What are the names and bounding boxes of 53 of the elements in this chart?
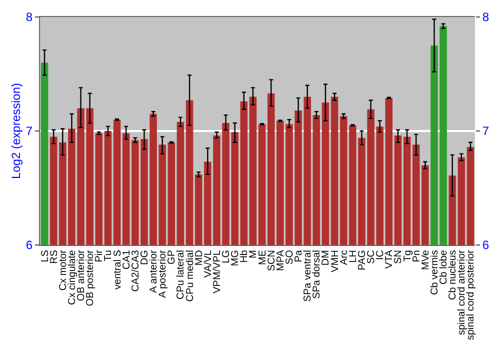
x-tick-label: VA/VL: [202, 250, 214, 278]
x-tick-label: Cx cingulate: [66, 250, 78, 306]
x-tick-label: M: [248, 250, 260, 258]
x-tick-label: DG: [139, 250, 150, 265]
x-tick-label: MVe: [420, 250, 432, 270]
x-tick-label: CPu medial: [184, 250, 196, 302]
x-tick-label: Tg: [402, 250, 414, 262]
x-tick-label: SPa dorsal: [312, 250, 323, 299]
x-tick-label: A anterior: [148, 249, 160, 293]
x-tick-label: Hb: [239, 250, 250, 263]
x-tick-label: SC: [366, 250, 378, 264]
x-tick-label: LG: [221, 250, 232, 264]
x-tick-label: MPA: [275, 250, 286, 271]
x-tick-label: LH: [348, 250, 359, 263]
x-tick-label: Pa: [294, 250, 305, 262]
x-tick-label: spinal cord anterior: [456, 249, 468, 336]
x-tick-label: spinal cord posterior: [466, 249, 477, 340]
x-tick-label: Pir: [94, 249, 106, 262]
x-tick-label: LS: [40, 250, 51, 262]
x-tick-label: DM: [320, 250, 332, 266]
x-tick-label: CA1: [121, 250, 132, 270]
y-axis-title: Log2 (expression): [9, 82, 24, 180]
y2-tick-label: 8: [482, 10, 490, 24]
x-tick-label: Cx motor: [58, 249, 69, 291]
y-tick-label: 7: [26, 124, 33, 138]
x-tick-label: SO: [284, 250, 296, 264]
x-tick-label: VMH: [330, 250, 341, 272]
x-tick-label: Pn: [411, 250, 422, 262]
x-tick-label: MD: [194, 250, 205, 266]
x-tick-label: ventral S: [112, 250, 124, 290]
x-tick-label: SN: [393, 250, 404, 264]
x-tick-label: CA2/CA3: [130, 250, 142, 292]
x-tick-label: SCN: [266, 250, 278, 272]
x-tick-label: Cb lobe: [438, 250, 450, 284]
x-tick-label: OB anterior: [76, 249, 88, 302]
x-tick-label: IC: [375, 250, 386, 260]
y-tick-label: 6: [26, 238, 33, 252]
x-tick-label: CPu lateral: [176, 250, 187, 300]
x-tick-label: Tu: [103, 250, 114, 262]
y2-tick-label: 6: [482, 238, 490, 252]
y2-tick-label: 7: [482, 124, 490, 138]
y-tick-label: 8: [26, 10, 33, 24]
x-tick-label: Cb nucleus: [448, 250, 459, 300]
x-tick-label: PAG: [356, 250, 368, 270]
x-tick-label: RS: [48, 250, 60, 264]
x-tick-label: ME: [257, 250, 268, 265]
x-tick-label: Cb vermis: [429, 250, 440, 296]
x-tick-label: GP: [166, 250, 178, 264]
x-tick-label: VPM/VPL: [212, 250, 223, 294]
x-tick-label: Arc: [338, 250, 350, 265]
x-tick-label: OB posterior: [85, 249, 96, 306]
x-tick-label: VTA: [384, 250, 396, 269]
x-tick-label: A posterior: [158, 249, 169, 298]
